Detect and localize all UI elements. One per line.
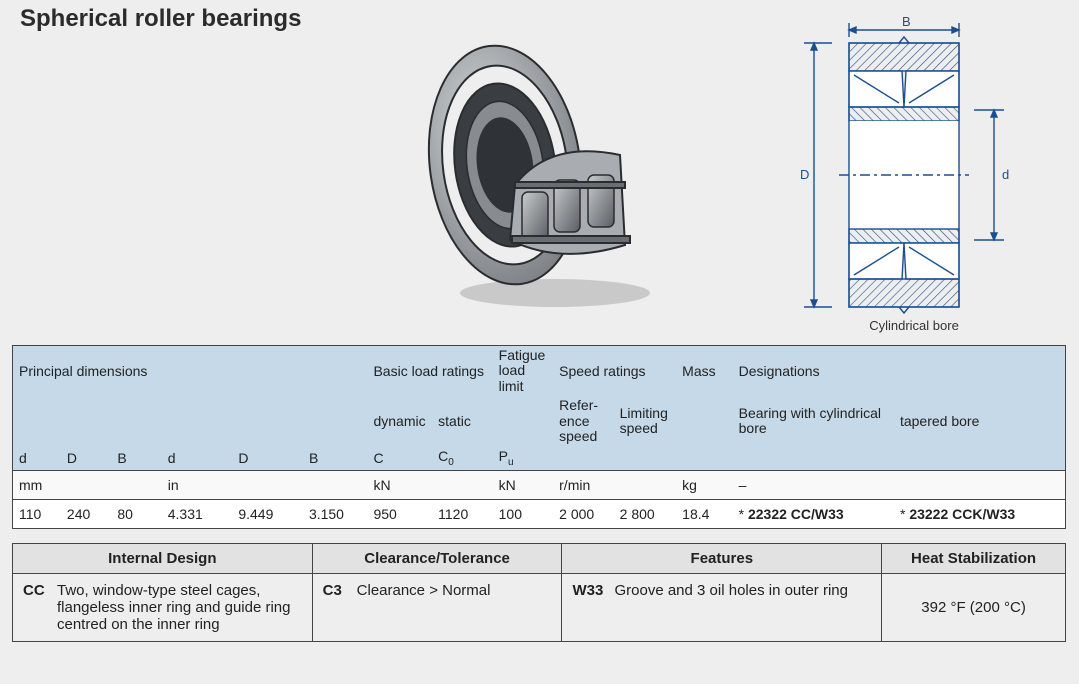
sym-D-mm: D	[61, 446, 111, 470]
hdr-fatigue: Fatigue load limit	[493, 346, 554, 397]
val-B-mm: 80	[111, 500, 161, 529]
cc-text: Two, window-type steel cages, flangeless…	[57, 582, 302, 633]
features-table: Internal Design Clearance/Tolerance Feat…	[12, 543, 1066, 642]
unit-mm: mm	[13, 471, 162, 500]
val-mass: 18.4	[676, 500, 732, 529]
w33-code: W33	[572, 582, 614, 599]
bearing-3d-illustration	[405, 15, 685, 315]
unit-in: in	[162, 471, 368, 500]
sym-C: C	[367, 446, 432, 470]
hdr-speed: Speed ratings	[553, 346, 676, 397]
sym-D-in: D	[232, 446, 303, 470]
sub-refspeed: Refer- ence speed	[553, 396, 614, 446]
sym-d-mm: d	[13, 446, 61, 470]
val-D-mm: 240	[61, 500, 111, 529]
data-table: Principal dimensions Basic load ratings …	[12, 345, 1066, 529]
val-D-in: 9.449	[232, 500, 303, 529]
hdr-mass: Mass	[676, 346, 732, 397]
schematic-caption: Cylindrical bore	[784, 318, 1044, 333]
hdr-principal: Principal dimensions	[13, 346, 368, 397]
sub-dynamic: dynamic	[367, 396, 432, 446]
sym-d-in: d	[162, 446, 233, 470]
val-desig-tap: * 23222 CCK/W33	[894, 500, 1066, 529]
val-Pu: 100	[493, 500, 554, 529]
features-header-row: Internal Design Clearance/Tolerance Feat…	[13, 544, 1066, 574]
unit-kN: kN	[367, 471, 492, 500]
sym-B-mm: B	[111, 446, 161, 470]
cell-clearance: C3 Clearance > Normal	[312, 574, 562, 642]
cell-internal: CC Two, window-type steel cages, flangel…	[13, 574, 313, 642]
header-sub-row: dynamic static Refer- ence speed Limitin…	[13, 396, 1066, 446]
val-refspeed: 2 000	[553, 500, 614, 529]
sub-tapbore: tapered bore	[894, 396, 1066, 446]
sym-B-in: B	[303, 446, 368, 470]
cell-heat: 392 °F (200 °C)	[882, 574, 1066, 642]
hdr-heat: Heat Stabilization	[882, 544, 1066, 574]
val-C0: 1120	[432, 500, 493, 529]
header-group-row: Principal dimensions Basic load ratings …	[13, 346, 1066, 397]
features-data-row: CC Two, window-type steel cages, flangel…	[13, 574, 1066, 642]
unit-kg: kg	[676, 471, 732, 500]
w33-text: Groove and 3 oil holes in outer ring	[614, 582, 847, 599]
val-d-in: 4.331	[162, 500, 233, 529]
sub-limspeed: Limiting speed	[614, 396, 677, 446]
hdr-clearance: Clearance/Tolerance	[312, 544, 562, 574]
hdr-internal-design: Internal Design	[13, 544, 313, 574]
unit-rmin: r/min	[553, 471, 676, 500]
schematic-label-D: D	[800, 167, 809, 182]
hdr-designations: Designations	[733, 346, 1066, 397]
val-C: 950	[367, 500, 432, 529]
cell-features: W33 Groove and 3 oil holes in outer ring	[562, 574, 882, 642]
val-B-in: 3.150	[303, 500, 368, 529]
header-symbol-row: d D B d D B C C0 Pu	[13, 446, 1066, 470]
c3-code: C3	[323, 582, 357, 599]
c3-text: Clearance > Normal	[357, 582, 491, 599]
cc-code: CC	[23, 582, 57, 633]
page-root: Spherical roller bearings	[0, 0, 1079, 684]
val-desig-cyl: * 22322 CC/W33	[733, 500, 894, 529]
hdr-features: Features	[562, 544, 882, 574]
values-row: 110 240 80 4.331 9.449 3.150 950 1120 10…	[13, 500, 1066, 529]
unit-dash: –	[733, 471, 1066, 500]
hdr-load: Basic load ratings	[367, 346, 492, 397]
sub-static: static	[432, 396, 493, 446]
schematic-drawing: B D d	[784, 10, 1044, 330]
units-row: mm in kN kN r/min kg –	[13, 471, 1066, 500]
unit-kN2: kN	[493, 471, 554, 500]
schematic-label-B: B	[902, 14, 911, 29]
sub-cylbore: Bearing with cylindrical bore	[733, 396, 894, 446]
val-d-mm: 110	[13, 500, 61, 529]
sym-C0: C0	[432, 446, 493, 470]
val-limspeed: 2 800	[614, 500, 677, 529]
sym-Pu: Pu	[493, 446, 554, 470]
schematic-label-d: d	[1002, 167, 1009, 182]
page-title: Spherical roller bearings	[20, 5, 301, 33]
